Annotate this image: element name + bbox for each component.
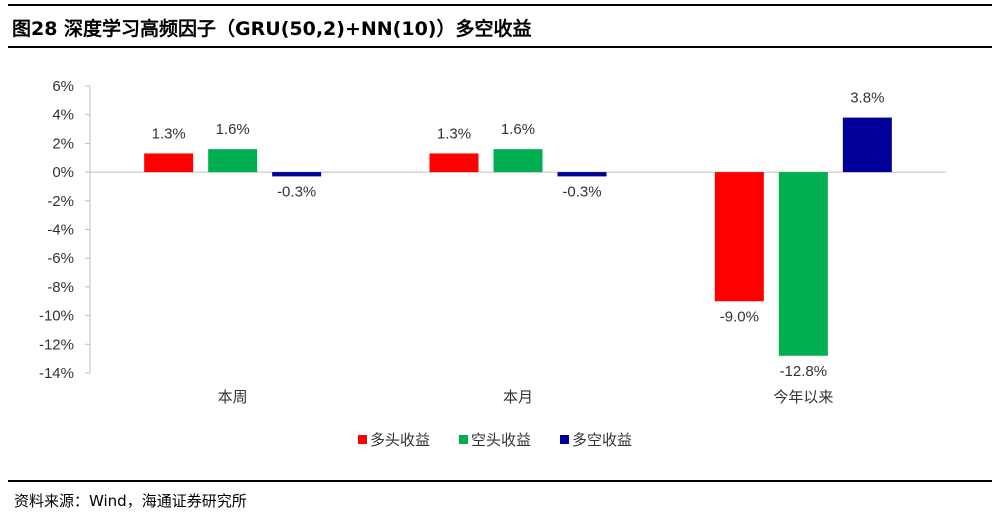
data-label: -0.3% (562, 183, 601, 200)
bar-chart: 6% 4% 2% 0% -2% -4% -6% -8% -10% -12% -14% 1.3% 1.6… (39, 78, 946, 449)
bar (208, 149, 258, 173)
y-tick-label: -4% (47, 222, 74, 239)
category-labels-group: 本周 本月 今年以来 (218, 388, 834, 406)
data-label: 1.6% (216, 121, 250, 138)
bar (493, 149, 543, 173)
x-category-label: 本月 (503, 388, 533, 406)
source-note: 资料来源：Wind，海通证券研究所 (14, 492, 247, 510)
data-label: 1.6% (501, 121, 535, 138)
title-rule (8, 46, 992, 48)
legend-label: 多头收益 (370, 431, 430, 449)
y-tick-label: 6% (52, 78, 74, 95)
top-rule (8, 4, 992, 6)
data-label: -0.3% (277, 183, 316, 200)
legend-swatch (358, 435, 367, 444)
y-tick-label: -12% (39, 336, 74, 353)
figure-title: 图28 深度学习高频因子（GRU(50,2)+NN(10)）多空收益 (12, 18, 532, 40)
x-category-label: 今年以来 (773, 388, 833, 406)
bar (272, 172, 322, 177)
y-tick-label: -2% (47, 193, 74, 210)
legend-swatch (459, 435, 468, 444)
bar (842, 117, 892, 173)
legend-label: 空头收益 (471, 431, 531, 449)
y-tick-label: -14% (39, 365, 74, 382)
x-category-label: 本周 (218, 388, 248, 406)
y-tick-label: 0% (52, 164, 74, 181)
legend-swatch (560, 435, 569, 444)
legend: 多头收益 空头收益 多空收益 (358, 431, 632, 449)
y-tick-label: -10% (39, 308, 74, 325)
data-label: -9.0% (720, 308, 759, 325)
bottom-rule (8, 480, 992, 482)
y-tick-label: -6% (47, 250, 74, 267)
data-label: -12.8% (780, 363, 828, 380)
legend-label: 多空收益 (572, 431, 632, 449)
y-tick-label: -8% (47, 279, 74, 296)
y-tick-label: 4% (52, 107, 74, 124)
bar (714, 172, 764, 302)
data-labels-group: 1.3% 1.6% -0.3% 1.3% 1.6% -0.3% -9.0% -12.8% 3.8… (152, 90, 885, 380)
bar (557, 172, 607, 177)
data-label: 1.3% (437, 125, 471, 142)
bar (429, 153, 479, 173)
y-tick-label: 2% (52, 135, 74, 152)
data-label: 3.8% (850, 90, 884, 107)
bar (144, 153, 194, 173)
data-label: 1.3% (152, 125, 186, 142)
bars-group (144, 117, 892, 356)
bar (778, 172, 828, 356)
